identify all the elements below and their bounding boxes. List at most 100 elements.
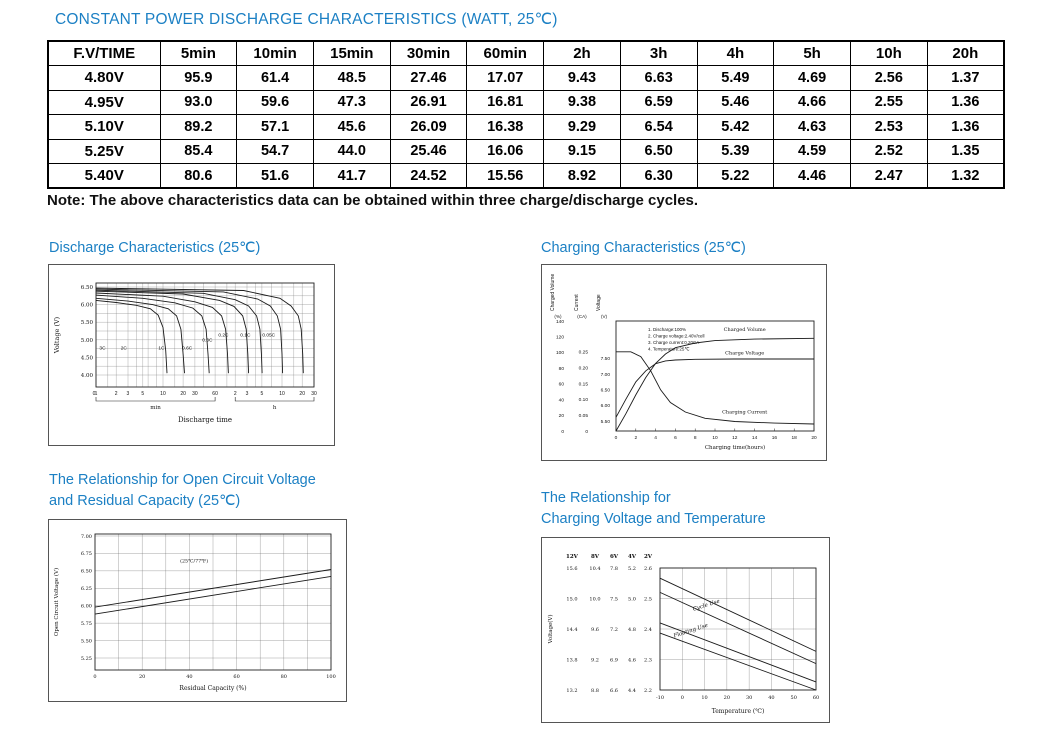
column-header: 5h [773, 40, 851, 66]
table-cell: 15.56 [466, 163, 545, 189]
curve-label: Charging Current [722, 410, 767, 416]
x-tick: 16 [772, 435, 778, 441]
table-cell: 1.37 [926, 65, 1005, 91]
x-tick: 20 [139, 674, 145, 680]
table-cell: 4.46 [773, 163, 851, 189]
x-tick: 40 [768, 695, 774, 701]
discharge-chart: 6.50 6.00 5.50 5.00 4.50 4.00 0 1 2 3 5 10 20 30 60 2 3 5… [48, 264, 335, 446]
y-tick: 5.50 [81, 638, 92, 644]
charging-chart-svg: 1401201008060402000.250.200.150.100.0507… [550, 274, 817, 451]
table-cell: 6.54 [619, 114, 698, 140]
table-row: 5.25V 85.4 54.7 44.0 25.46 16.06 9.15 6.50 5.39 4… [47, 138, 1005, 164]
charging-section-title: Charging Characteristics (25℃) [541, 240, 746, 256]
table-header-row: F.V/TIME 5min 10min 15min 30min 60min 2h 3h 4h 5h… [47, 40, 1005, 66]
table-cell: 5.42 [696, 114, 775, 140]
unit-label-min: min [150, 405, 161, 411]
y-axis-title: Voltage (V) [53, 316, 61, 354]
annotation: (25℃/77℉) [180, 557, 208, 564]
table-cell: 48.5 [312, 65, 391, 91]
voltage-tick: 6.00 [601, 403, 611, 409]
table-cell: 6.50 [619, 138, 698, 164]
scale-value: 4.8 [628, 627, 636, 633]
volume-tick: 80 [559, 366, 565, 372]
curve-label: Charged Volume [724, 327, 766, 333]
x-tick: 12 [732, 435, 738, 441]
legend-line: 1. Discharge:100% [648, 327, 686, 332]
volume-axis-title: Charged Volume [550, 274, 556, 311]
row-label: 4.95V [47, 89, 161, 115]
x-tick: 0 [615, 435, 618, 441]
discharge-curve-0.6C [95, 292, 229, 374]
scale-value: 10.4 [589, 566, 600, 572]
current-tick: 0.05 [579, 413, 589, 419]
table-cell: 2.56 [849, 65, 928, 91]
row-label: 5.25V [47, 138, 161, 164]
current-tick: 0.25 [579, 350, 589, 356]
current-tick: 0.15 [579, 381, 589, 387]
current-tick: 0.20 [579, 365, 589, 371]
table-cell: 93.0 [159, 89, 238, 115]
voltage-tick: 5.50 [601, 419, 611, 425]
y-axis-title: Voltage(V) [547, 614, 554, 644]
volume-tick: 60 [559, 382, 565, 388]
y-tick: 4.00 [81, 373, 94, 379]
x-tick: 0 [93, 674, 96, 680]
y-tick: 5.75 [81, 621, 92, 627]
table-cell: 44.0 [312, 138, 391, 164]
table-cell: 1.36 [926, 89, 1005, 115]
volume-tick: 20 [559, 413, 565, 419]
table-cell: 1.32 [926, 163, 1005, 189]
x-tick: 1 [95, 391, 98, 397]
line-cycle-lower [659, 591, 817, 665]
ocv-title-line2: and Residual Capacity (25℃) [49, 493, 241, 509]
curve-label: 0.05C [262, 332, 275, 338]
x-tick: 0 [93, 391, 96, 397]
x-tick: 60 [813, 695, 819, 701]
x-tick: 5 [260, 391, 263, 397]
scale-value: 2.2 [644, 688, 652, 694]
table-cell: 24.52 [389, 163, 468, 189]
ocv-line-lower [94, 575, 332, 615]
x-tick: 10 [712, 435, 718, 441]
scale-header: 12V [566, 554, 579, 560]
scale-value: 15.0 [566, 596, 577, 602]
table-cell: 1.35 [926, 138, 1005, 164]
curve-label: 1C [158, 346, 165, 352]
table-cell: 16.06 [466, 138, 545, 164]
scale-header: 4V [628, 554, 637, 560]
table-cell: 89.2 [159, 114, 238, 140]
table-row: 4.80V 95.9 61.4 48.5 27.46 17.07 9.43 6.63 5.49 4… [47, 65, 1005, 91]
constant-power-table: F.V/TIME 5min 10min 15min 30min 60min 2h 3h 4h 5h… [47, 40, 1005, 189]
table-cell: 16.38 [466, 114, 545, 140]
table-cell: 1.36 [926, 114, 1005, 140]
x-tick: 30 [311, 391, 317, 397]
table-cell: 2.53 [849, 114, 928, 140]
table-cell: 9.38 [543, 89, 621, 115]
table-cell: 5.22 [696, 163, 775, 189]
curve-charged-volume [615, 337, 815, 432]
scale-value: 10.0 [589, 596, 600, 602]
x-tick: 20 [299, 391, 305, 397]
column-header: 15min [312, 40, 391, 66]
volume-tick: 40 [559, 397, 565, 403]
table-cell: 57.1 [236, 114, 314, 140]
x-tick: 60 [233, 674, 239, 680]
volume-tick: 140 [556, 319, 564, 325]
table-cell: 6.59 [619, 89, 698, 115]
table-cell: 61.4 [236, 65, 314, 91]
charging-chart: 140 120 100 80 60 40 20 0 0.25 0.20 0.15 0.10 0.05 0 7… [541, 264, 827, 461]
table-note: Note: The above characteristics data can… [47, 192, 699, 209]
temp-chart-svg: 12V 8V 6V 4V 2V 15.6 10.4 7.8 5.2 2.6 15.0 10.0 7.5 5… [547, 554, 819, 715]
table-cell: 80.6 [159, 163, 238, 189]
table-cell: 6.30 [619, 163, 698, 189]
x-tick: 30 [746, 695, 752, 701]
discharge-curve-0.2C [95, 289, 263, 374]
x-tick: 60 [212, 391, 218, 397]
table-cell: 25.46 [389, 138, 468, 164]
legend-line: 4. Temperature:25℃ [648, 347, 690, 352]
y-tick: 6.75 [81, 551, 92, 557]
x-tick: 6 [674, 435, 677, 441]
plot-frame [659, 567, 817, 691]
curve-label: 3C [99, 346, 106, 352]
x-tick: 50 [791, 695, 797, 701]
